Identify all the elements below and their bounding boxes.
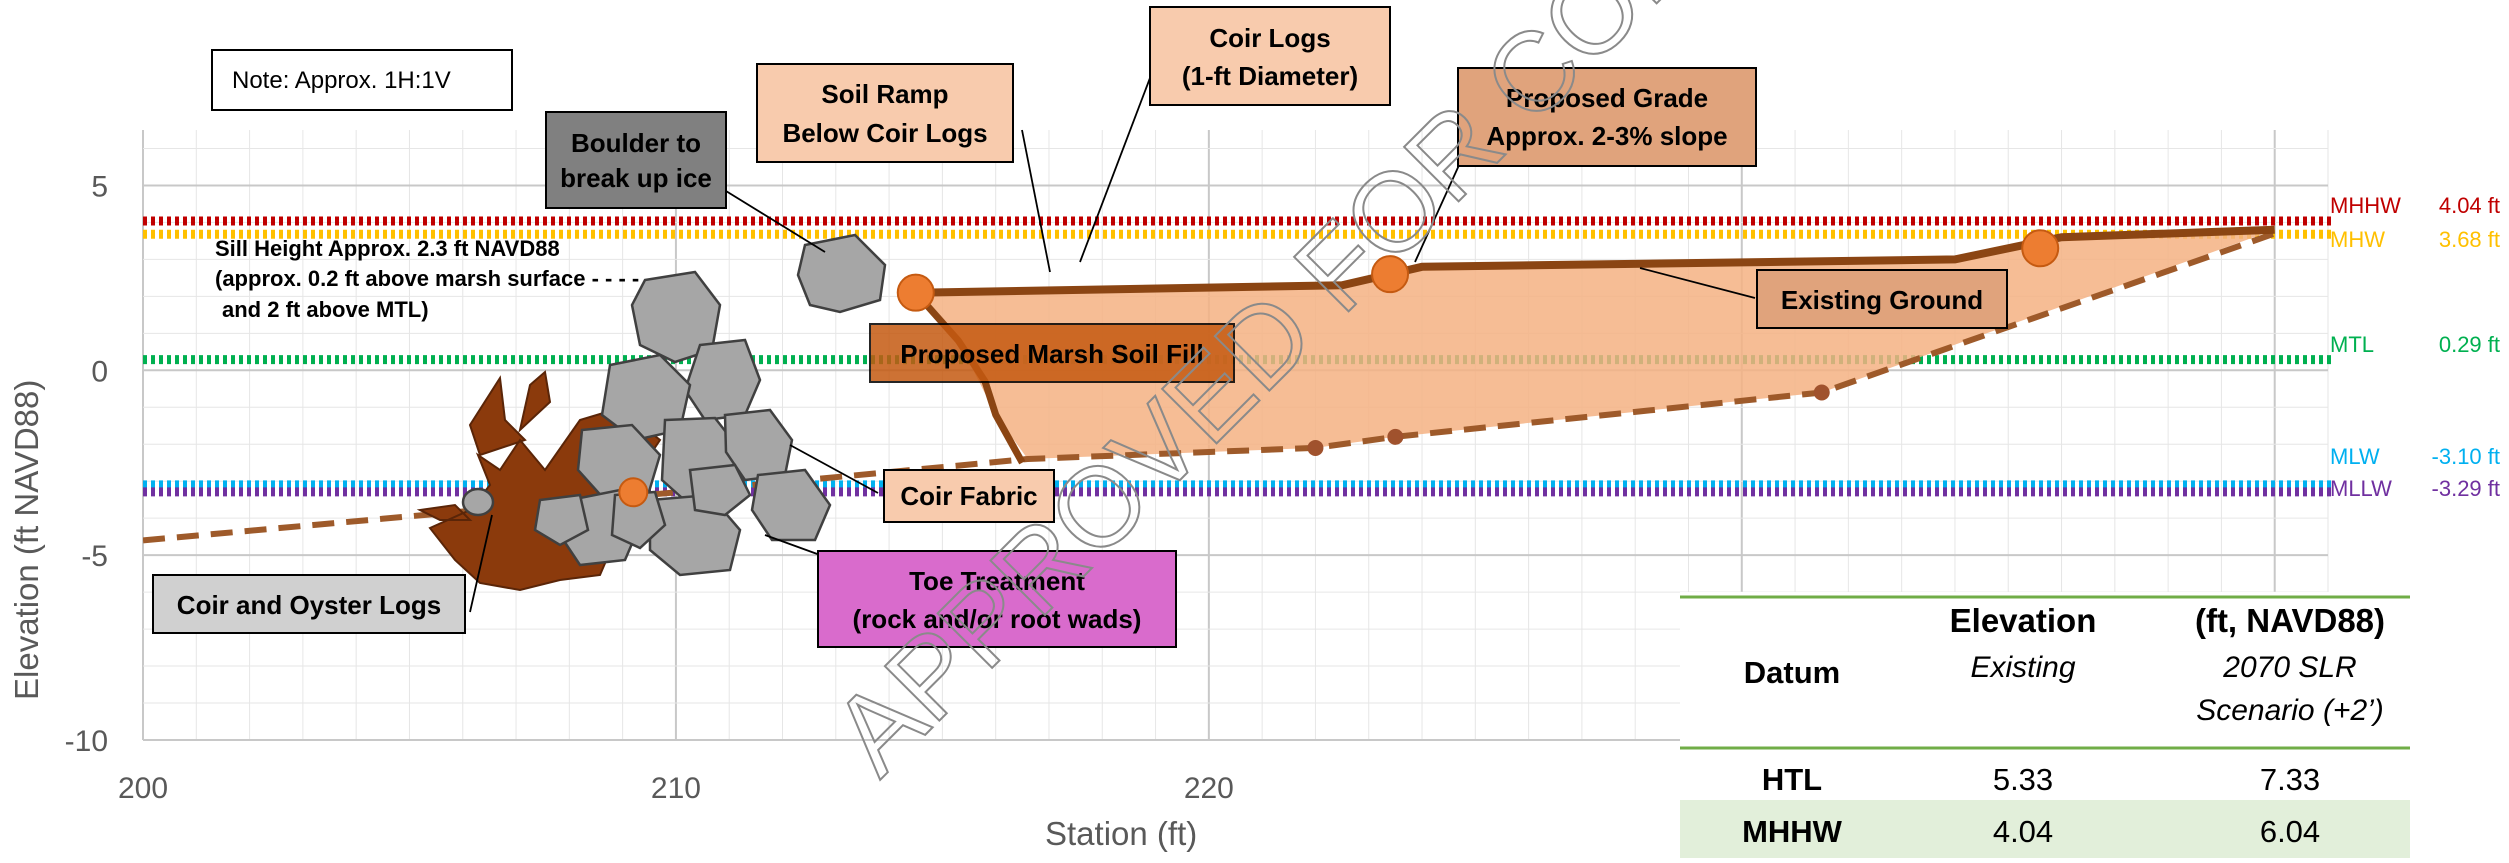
coir-log-marker bbox=[618, 477, 649, 508]
coir-oyster-callout bbox=[152, 574, 466, 634]
proposed-grade-callout bbox=[1457, 67, 1757, 167]
toe-rock-pile bbox=[461, 233, 887, 577]
existing-ground-callout bbox=[1756, 269, 2008, 329]
table-row-existing: 5.33 bbox=[1993, 762, 2053, 797]
note-box bbox=[211, 49, 513, 111]
coir-logs-label: Coir Logs (1-ft Diameter) bbox=[1182, 23, 1358, 91]
coir-log-marker bbox=[1371, 255, 1410, 294]
soil-ramp-callout bbox=[756, 63, 1014, 163]
water-level-value: 4.04 ft bbox=[2439, 193, 2500, 218]
datum-table: Datum Elevation (ft, NAVD88) Existing 20… bbox=[1680, 592, 2410, 858]
coir-log-markers bbox=[618, 229, 2060, 508]
soil-ramp-label: Soil Ramp Below Coir Logs bbox=[782, 79, 987, 148]
coir-log-marker bbox=[896, 273, 935, 312]
table-col-datum: Datum bbox=[1744, 655, 1840, 690]
water-level-name: MLLW bbox=[2330, 476, 2392, 501]
oyster-log-icon bbox=[461, 487, 495, 517]
ground-point bbox=[1307, 439, 1324, 456]
water-level-name: MLW bbox=[2330, 444, 2380, 469]
sill-height-note: Sill Height Approx. 2.3 ft NAVD88 (appro… bbox=[215, 236, 645, 322]
water-level-value: -3.29 ft bbox=[2432, 476, 2500, 501]
note-text: Note: Approx. 1H:1V bbox=[232, 67, 451, 94]
y-tick-label: -10 bbox=[65, 725, 108, 758]
boulder-icon bbox=[796, 233, 887, 314]
water-level-name: MHW bbox=[2330, 227, 2385, 252]
table-col-units: (ft, NAVD88) bbox=[2195, 602, 2385, 639]
y-tick-label: 0 bbox=[91, 355, 108, 388]
x-tick-label: 220 bbox=[1184, 772, 1234, 805]
x-tick-label: 200 bbox=[118, 772, 168, 805]
existing-ground-label: Existing Ground bbox=[1781, 285, 1983, 315]
water-level-lines bbox=[143, 216, 2333, 497]
boulder-callout bbox=[545, 111, 727, 209]
table-row-future: 7.33 bbox=[2260, 762, 2320, 797]
table-row-future: 6.04 bbox=[2260, 814, 2320, 849]
ground-point bbox=[1813, 384, 1830, 401]
water-level-labels: MHHW 4.04 ft MHW 3.68 ft MTL 0.29 ft MLW -3.10 … bbox=[2330, 193, 2500, 501]
proposed-grade-label: Proposed Grade Approx. 2-3% slope bbox=[1486, 83, 1727, 151]
proposed-grade-line bbox=[915, 225, 2275, 297]
table-sub-existing: Existing bbox=[1970, 651, 2075, 684]
table-sub-2070: 2070 SLR Scenario (+2’) bbox=[2196, 651, 2384, 727]
water-level-name: MTL bbox=[2330, 332, 2374, 357]
table-row-existing: 4.04 bbox=[1993, 814, 2053, 849]
marsh-fill-callout bbox=[869, 323, 1235, 383]
table-col-elevation: Elevation bbox=[1950, 602, 2097, 639]
y-axis-ticks: 5 0 -5 -10 bbox=[65, 170, 108, 758]
table-row-datum: MHHW bbox=[1742, 814, 1843, 849]
water-level-value: 0.29 ft bbox=[2439, 332, 2500, 357]
y-tick-label: 5 bbox=[91, 170, 108, 203]
ground-point bbox=[1387, 428, 1404, 445]
table-row-datum: HTL bbox=[1762, 762, 1822, 797]
y-tick-label: -5 bbox=[81, 540, 108, 573]
y-axis-title: Elevation (ft NAVD88) bbox=[8, 380, 45, 700]
coir-oyster-label: Coir and Oyster Logs bbox=[177, 590, 441, 620]
marsh-fill-label: Proposed Marsh Soil Fill bbox=[900, 339, 1203, 369]
boulder-label: Boulder to break up ice bbox=[560, 128, 712, 193]
coir-log-marker bbox=[2021, 229, 2060, 268]
coir-logs-callout bbox=[1149, 6, 1391, 106]
water-level-value: -3.10 ft bbox=[2432, 444, 2500, 469]
x-axis-title: Station (ft) bbox=[1045, 815, 1197, 852]
coir-fabric-callout bbox=[883, 469, 1055, 523]
toe-treatment-label: Toe Treatment (rock and/or root wads) bbox=[853, 566, 1142, 634]
coir-fabric-label: Coir Fabric bbox=[900, 481, 1037, 511]
x-tick-label: 210 bbox=[651, 772, 701, 805]
water-level-value: 3.68 ft bbox=[2439, 227, 2500, 252]
toe-treatment-callout bbox=[817, 550, 1177, 648]
x-axis-ticks: 200210220230 bbox=[118, 772, 1767, 805]
water-level-name: MHHW bbox=[2330, 193, 2401, 218]
